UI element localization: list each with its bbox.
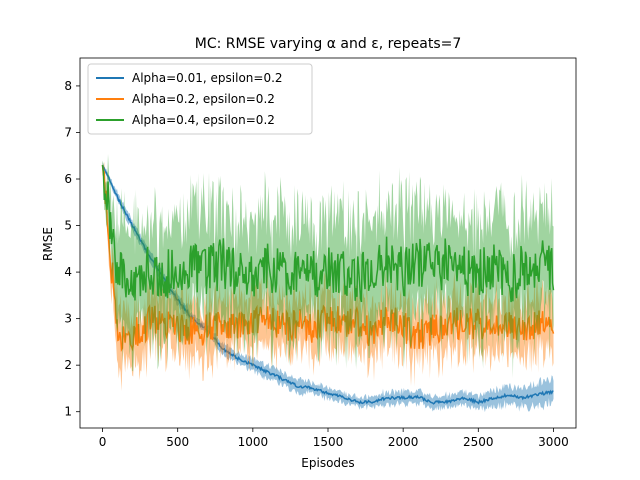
legend-label: Alpha=0.01, epsilon=0.2 <box>132 71 283 85</box>
plot-area <box>101 154 555 413</box>
legend-box <box>87 63 313 135</box>
series-3 <box>101 154 555 379</box>
y-tick-label: 3 <box>64 312 72 326</box>
x-tick-label: 1500 <box>313 435 344 449</box>
x-tick-label: 0 <box>99 435 107 449</box>
series-2 <box>101 161 555 392</box>
y-axis-label: RMSE <box>41 227 55 261</box>
y-tick-label: 4 <box>64 265 72 279</box>
x-axis-label: Episodes <box>301 456 354 470</box>
x-tick-label: 1000 <box>238 435 269 449</box>
series-3-line <box>101 164 555 303</box>
legend: Alpha=0.01, epsilon=0.2 Alpha=0.2, epsilo… <box>87 63 313 135</box>
y-tick-label: 7 <box>64 125 72 139</box>
y-tick-label: 1 <box>64 405 72 419</box>
y-tick-label: 5 <box>64 219 72 233</box>
series-1 <box>101 162 554 413</box>
y-tick-label: 6 <box>64 172 72 186</box>
axes: 0 500 1000 1500 2000 2500 3000 1 2 3 4 5 6 7 8 <box>64 57 577 449</box>
y-tick-label: 2 <box>64 358 72 372</box>
series-2-line <box>101 164 555 353</box>
series-1-line <box>101 164 554 405</box>
chart-title: MC: RMSE varying α and ε, repeats=7 <box>195 36 462 52</box>
x-tick-label: 3000 <box>538 435 569 449</box>
y-tick-label: 8 <box>64 79 72 93</box>
legend-label: Alpha=0.4, epsilon=0.2 <box>132 113 275 127</box>
x-tick-label: 2500 <box>463 435 494 449</box>
x-tick-label: 2000 <box>388 435 419 449</box>
legend-label: Alpha=0.2, epsilon=0.2 <box>132 92 275 106</box>
x-tick-label: 500 <box>166 435 189 449</box>
